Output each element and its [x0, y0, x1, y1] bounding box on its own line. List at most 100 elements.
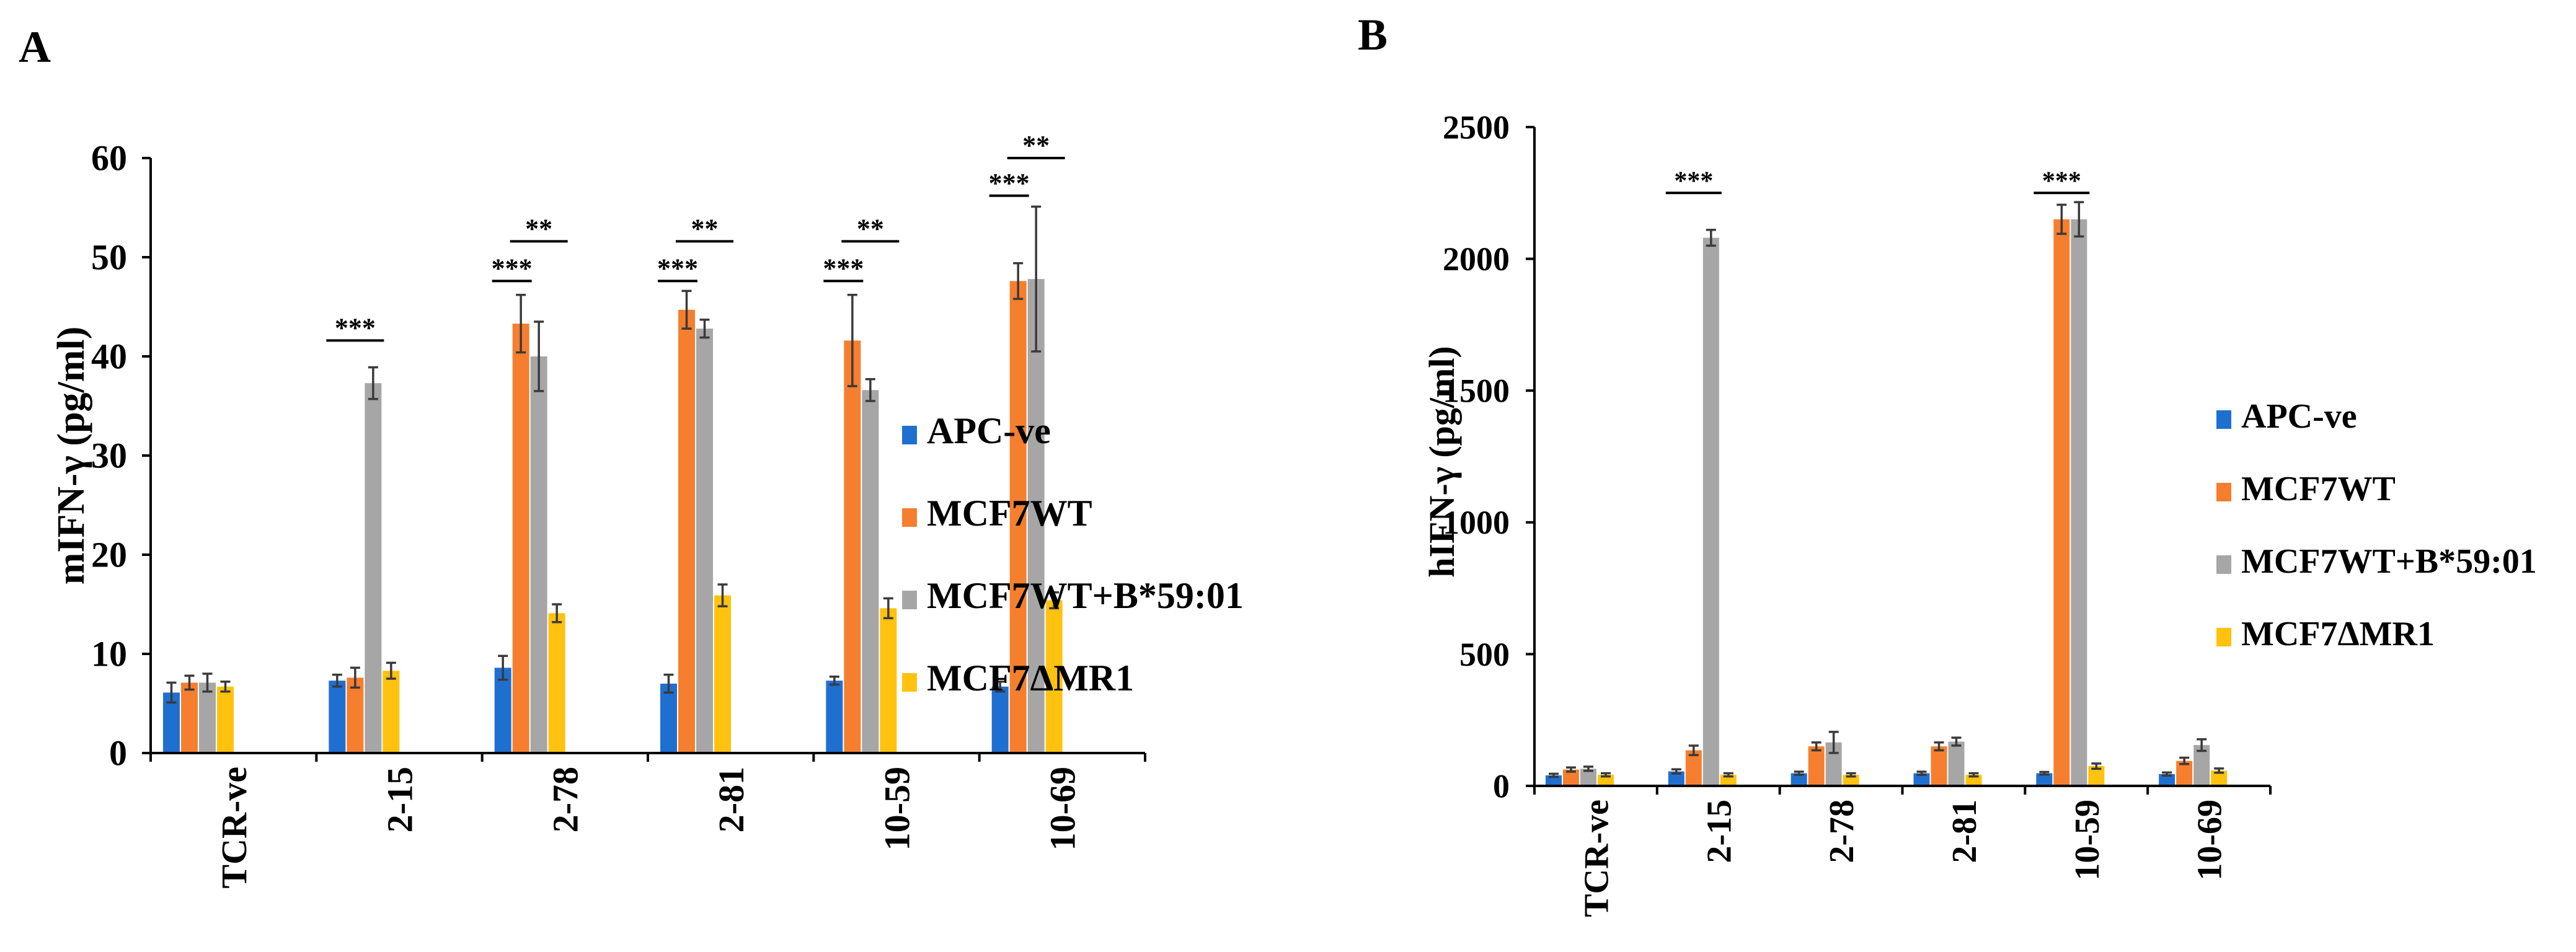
- legend-label: MCF7ΔMR1: [927, 658, 1134, 699]
- bar: [2036, 773, 2053, 786]
- bar: [512, 324, 529, 753]
- legend-swatch: [902, 591, 917, 609]
- y-tick-label: 500: [1459, 636, 1510, 673]
- bar: [2159, 774, 2175, 786]
- bar: [660, 684, 677, 753]
- x-tick-label: 10-59: [877, 767, 917, 850]
- bar: [1045, 600, 1063, 753]
- legend-swatch: [2216, 628, 2231, 646]
- legend-swatch: [2216, 410, 2231, 429]
- significance-label: ***: [657, 253, 698, 283]
- y-tick-label: 50: [91, 237, 127, 278]
- legend-swatch: [902, 673, 917, 692]
- bar: [1668, 771, 1684, 786]
- bar: [217, 686, 234, 753]
- x-tick-label: TCR-ve: [214, 767, 254, 889]
- bar: [696, 328, 713, 753]
- x-tick-label: 10-69: [1043, 767, 1083, 850]
- y-tick-label: 60: [91, 138, 127, 178]
- bar: [2071, 219, 2087, 786]
- legend-swatch: [2216, 483, 2231, 501]
- legend-label: MCF7WT: [927, 493, 1092, 534]
- significance-label: **: [857, 213, 884, 244]
- legend-label: MCF7ΔMR1: [2241, 615, 2435, 653]
- legend-label: APC-ve: [927, 410, 1051, 451]
- x-tick-labels-b: TCR-ve 2-15 2-78 2-81 10-59 10-69: [1533, 786, 2272, 917]
- y-tick-label: 0: [1493, 767, 1510, 804]
- bar: [1808, 746, 1825, 786]
- significance-label: ***: [989, 168, 1030, 198]
- significance-label: ***: [1674, 167, 1713, 195]
- x-tick-label: 2-15: [379, 767, 420, 832]
- bar: [1931, 746, 1947, 786]
- bar: [365, 383, 382, 753]
- bar: [880, 608, 897, 753]
- bar: [1720, 775, 1737, 786]
- bar: [844, 340, 861, 753]
- panel-label-b: B: [1358, 10, 1388, 60]
- y-tick-label: 20: [91, 535, 127, 575]
- bar: [991, 686, 1009, 753]
- legend-label: MCF7WT+B*59:01: [927, 575, 1244, 616]
- significance-label: ***: [492, 253, 533, 283]
- legend-label: APC-ve: [2241, 397, 2357, 436]
- bar: [1948, 741, 1965, 786]
- bar: [678, 309, 695, 753]
- legend-swatch: [902, 508, 917, 527]
- legend-a: APC-ve MCF7WT MCF7WT+B*59:01 MCF7ΔMR1: [902, 410, 1244, 699]
- bars-b: [1546, 201, 2228, 787]
- bar: [1965, 775, 1982, 786]
- significance-b: *** ***: [1665, 167, 2090, 195]
- legend-b: APC-ve MCF7WT MCF7WT+B*59:01 MCF7ΔMR1: [2216, 397, 2537, 653]
- bar: [1790, 773, 1807, 786]
- bar: [1027, 279, 1045, 753]
- x-tick-label: TCR-ve: [1578, 800, 1616, 917]
- bar: [181, 682, 198, 753]
- bar: [1913, 773, 1930, 786]
- bar: [199, 682, 216, 753]
- y-tick-labels-b: 0 500 1000 1500 2000 2500: [1443, 108, 1534, 804]
- significance-a: ***********************: [326, 130, 1065, 343]
- bar: [494, 668, 511, 753]
- y-tick-labels-a: 0 10 20 30 40 50 60: [91, 138, 151, 774]
- legend-swatch: [2216, 555, 2231, 574]
- bar: [1009, 281, 1027, 753]
- significance-label: ***: [335, 312, 376, 343]
- y-tick-label: 2500: [1443, 108, 1510, 146]
- x-tick-label: 2-15: [1700, 800, 1738, 863]
- legend-label: MCF7WT: [2241, 470, 2396, 508]
- x-tick-label: 10-69: [2191, 800, 2229, 881]
- x-tick-label: 10-59: [2068, 800, 2107, 881]
- bar: [2053, 219, 2070, 786]
- bar: [862, 390, 879, 753]
- bar: [383, 671, 400, 753]
- y-tick-label: 30: [91, 436, 127, 476]
- x-tick-label: 2-81: [1945, 800, 1984, 863]
- significance-label: ***: [823, 253, 864, 283]
- y-tick-label: 1000: [1443, 504, 1510, 541]
- x-tick-labels-a: TCR-ve 2-15 2-78 2-81 10-59 10-69: [149, 753, 1146, 889]
- bar: [826, 681, 843, 753]
- x-tick-label: 2-78: [1823, 800, 1861, 863]
- bar: [347, 677, 364, 753]
- x-tick-label: 2-78: [546, 767, 586, 832]
- significance-label: ***: [2042, 167, 2081, 195]
- y-tick-label: 40: [91, 337, 127, 377]
- y-axis-title-b: hIFN-γ (pg/ml): [1422, 346, 1462, 578]
- bar: [530, 356, 547, 753]
- panel-label-a: A: [19, 22, 51, 72]
- y-axis-title-a: mIFN-γ (pg/ml): [50, 327, 92, 584]
- x-tick-label: 2-81: [711, 767, 751, 832]
- bar: [1843, 775, 1859, 786]
- legend-label: MCF7WT+B*59:01: [2241, 542, 2537, 581]
- significance-label: **: [691, 213, 719, 244]
- legend-swatch: [902, 426, 917, 444]
- panel-b: B hIFN-γ (pg/ml) 0 500 1000 1500 2000 2500 **…: [1358, 10, 2537, 917]
- bar: [1702, 237, 1719, 787]
- significance-label: **: [525, 213, 552, 244]
- bar: [714, 595, 731, 753]
- significance-label: **: [1022, 130, 1050, 161]
- bar: [548, 613, 565, 753]
